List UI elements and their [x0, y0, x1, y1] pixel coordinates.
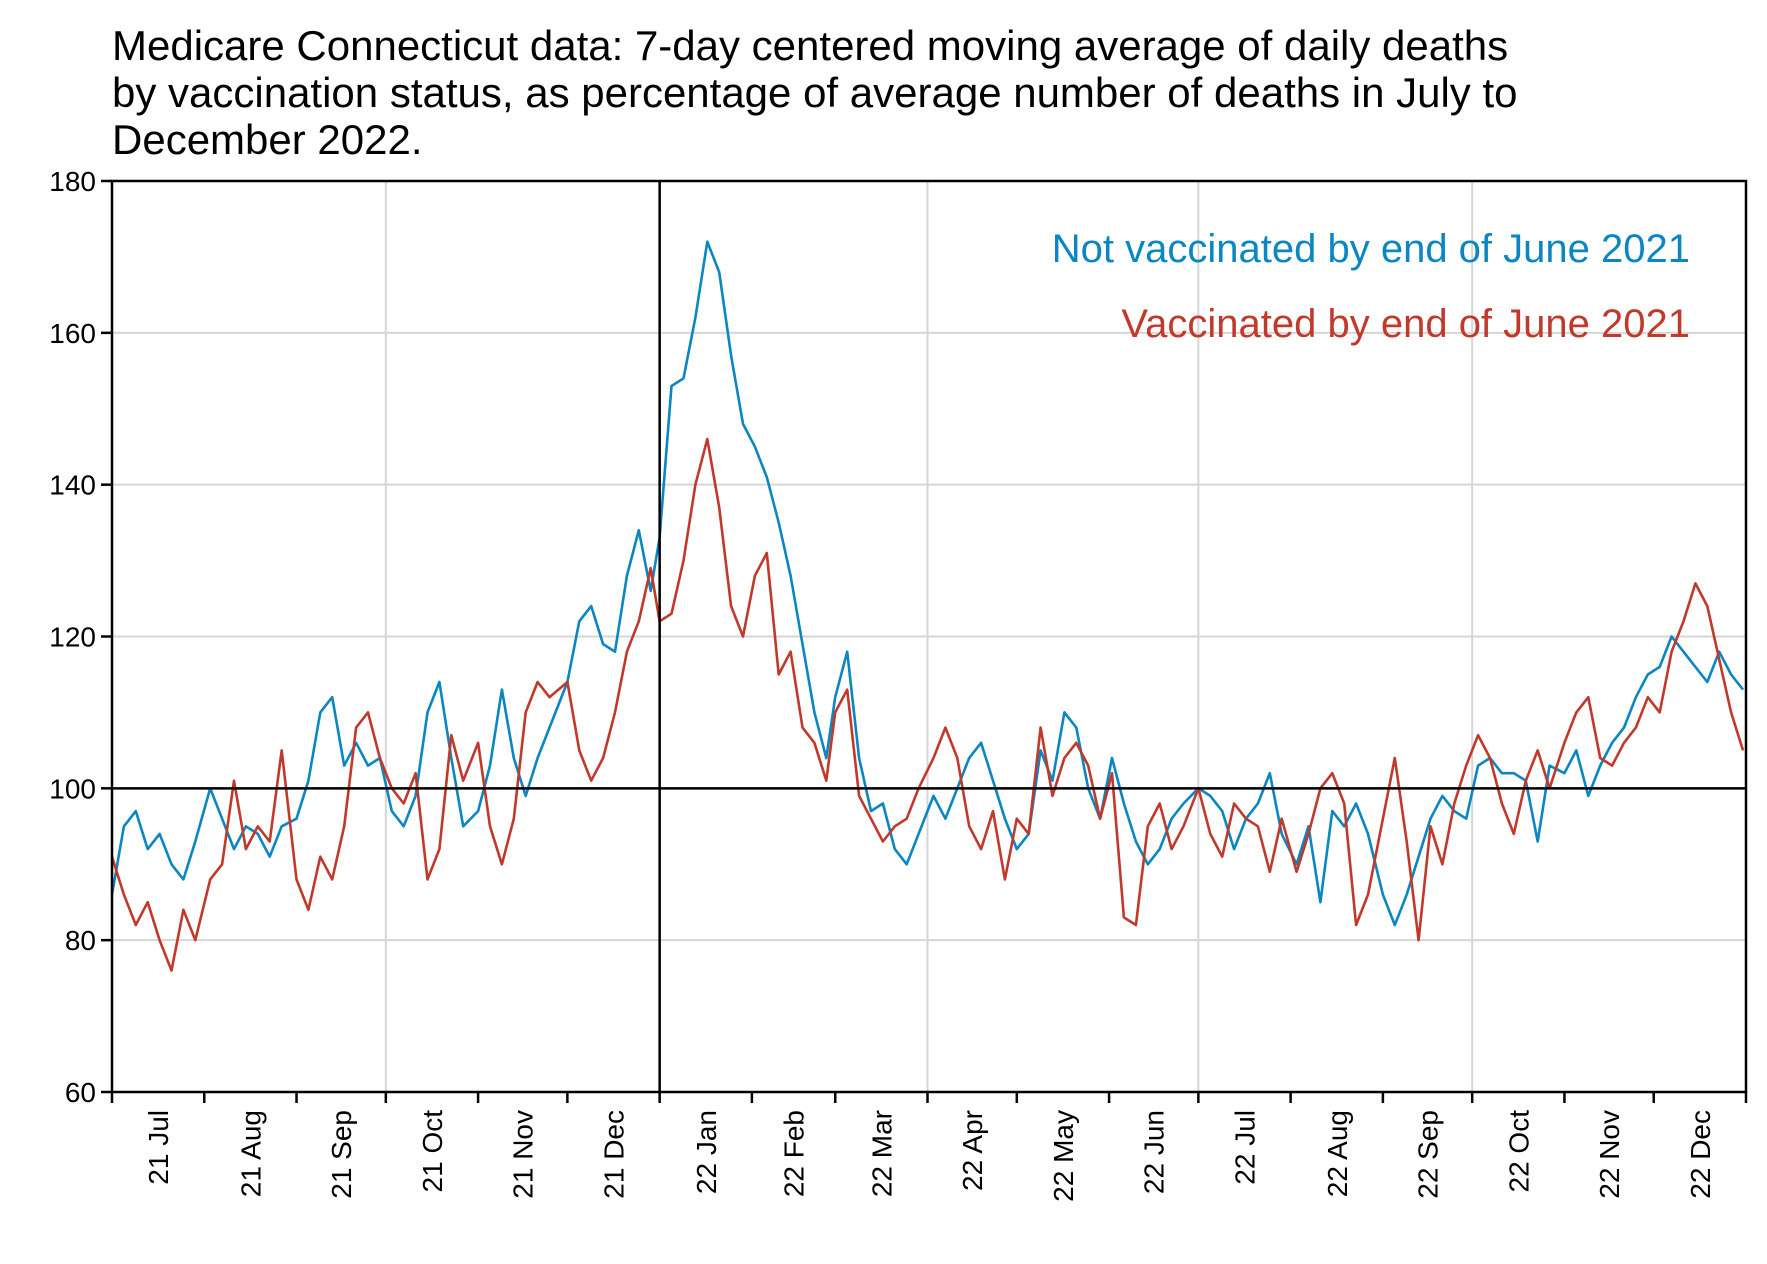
x-tick-label: 22 Mar — [866, 1110, 897, 1197]
x-tick-label: 22 Dec — [1685, 1110, 1716, 1199]
x-tick-label: 22 Nov — [1594, 1110, 1625, 1199]
x-tick-label: 22 Aug — [1322, 1110, 1353, 1197]
x-tick-label: 21 Oct — [417, 1110, 448, 1193]
y-tick-label: 180 — [49, 166, 96, 197]
x-tick-label: 22 Jun — [1139, 1110, 1170, 1194]
y-tick-label: 120 — [49, 622, 96, 653]
x-tick-label: 22 Jul — [1229, 1110, 1260, 1185]
x-tick-label: 22 Sep — [1413, 1110, 1444, 1199]
x-tick-label: 21 Sep — [326, 1110, 357, 1199]
legend: Not vaccinated by end of June 2021 Vaccin… — [1052, 227, 1690, 346]
legend-label-1: Not vaccinated by end of June 2021 — [1052, 227, 1690, 271]
x-tick-label: 22 Feb — [779, 1110, 810, 1197]
y-tick-label: 160 — [49, 318, 96, 349]
x-tick-label: 22 Jan — [691, 1110, 722, 1194]
y-tick-label: 140 — [49, 470, 96, 501]
x-tick-label: 22 Oct — [1503, 1110, 1534, 1193]
x-tick-label: 22 May — [1048, 1110, 1079, 1202]
legend-label-2: Vaccinated by end of June 2021 — [1121, 302, 1690, 346]
y-tick-label: 80 — [65, 925, 96, 956]
x-tick-label: 21 Aug — [235, 1110, 266, 1197]
x-axis: 21 Jul 21 Aug 21 Sep 21 Oct 21 Nov 21 Dec 22 J… — [112, 1092, 1746, 1202]
y-tick-label: 60 — [65, 1077, 96, 1108]
x-tick-label: 21 Dec — [599, 1110, 630, 1199]
y-tick-label: 100 — [49, 773, 96, 804]
y-axis: 60 80 100 120 140 160 180 — [49, 166, 112, 1108]
x-tick-label: 21 Nov — [508, 1110, 539, 1199]
x-tick-label: 21 Jul — [143, 1110, 174, 1185]
x-tick-label: 22 Apr — [957, 1110, 988, 1191]
